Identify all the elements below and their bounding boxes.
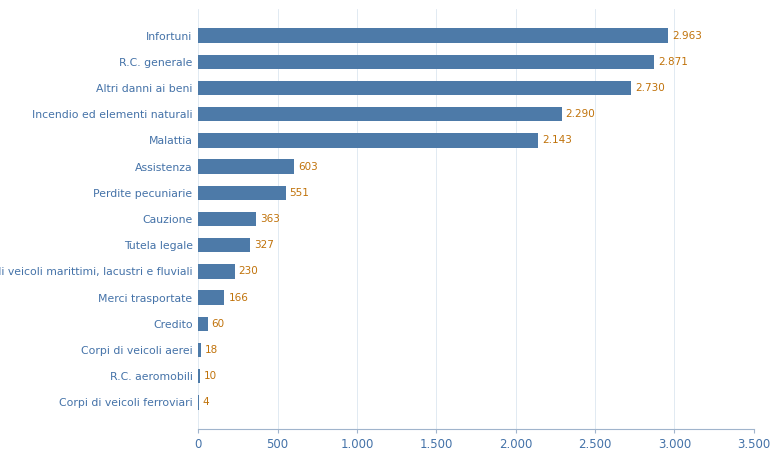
Text: 2.143: 2.143 — [542, 136, 572, 146]
Bar — [198, 264, 235, 279]
Text: 327: 327 — [254, 240, 274, 250]
Text: 60: 60 — [211, 319, 225, 329]
Bar — [198, 317, 207, 331]
Text: 18: 18 — [205, 345, 218, 355]
Bar — [198, 291, 225, 305]
Bar — [198, 343, 201, 357]
Text: 363: 363 — [260, 214, 280, 224]
Bar — [198, 133, 538, 147]
Bar — [198, 81, 632, 95]
Bar — [198, 28, 668, 43]
Bar — [198, 107, 562, 122]
Bar — [198, 159, 294, 174]
Text: 2.290: 2.290 — [566, 109, 595, 119]
Text: 166: 166 — [228, 292, 249, 302]
Bar — [198, 238, 250, 252]
Text: 10: 10 — [204, 371, 217, 381]
Bar — [198, 212, 256, 226]
Text: 4: 4 — [203, 398, 209, 407]
Bar — [198, 369, 200, 383]
Bar — [198, 55, 654, 69]
Text: 603: 603 — [298, 162, 318, 171]
Text: 2.963: 2.963 — [672, 31, 702, 41]
Text: 2.871: 2.871 — [658, 57, 688, 67]
Text: 2.730: 2.730 — [636, 83, 665, 93]
Bar — [198, 186, 286, 200]
Text: 551: 551 — [290, 188, 309, 198]
Text: 230: 230 — [239, 267, 259, 276]
